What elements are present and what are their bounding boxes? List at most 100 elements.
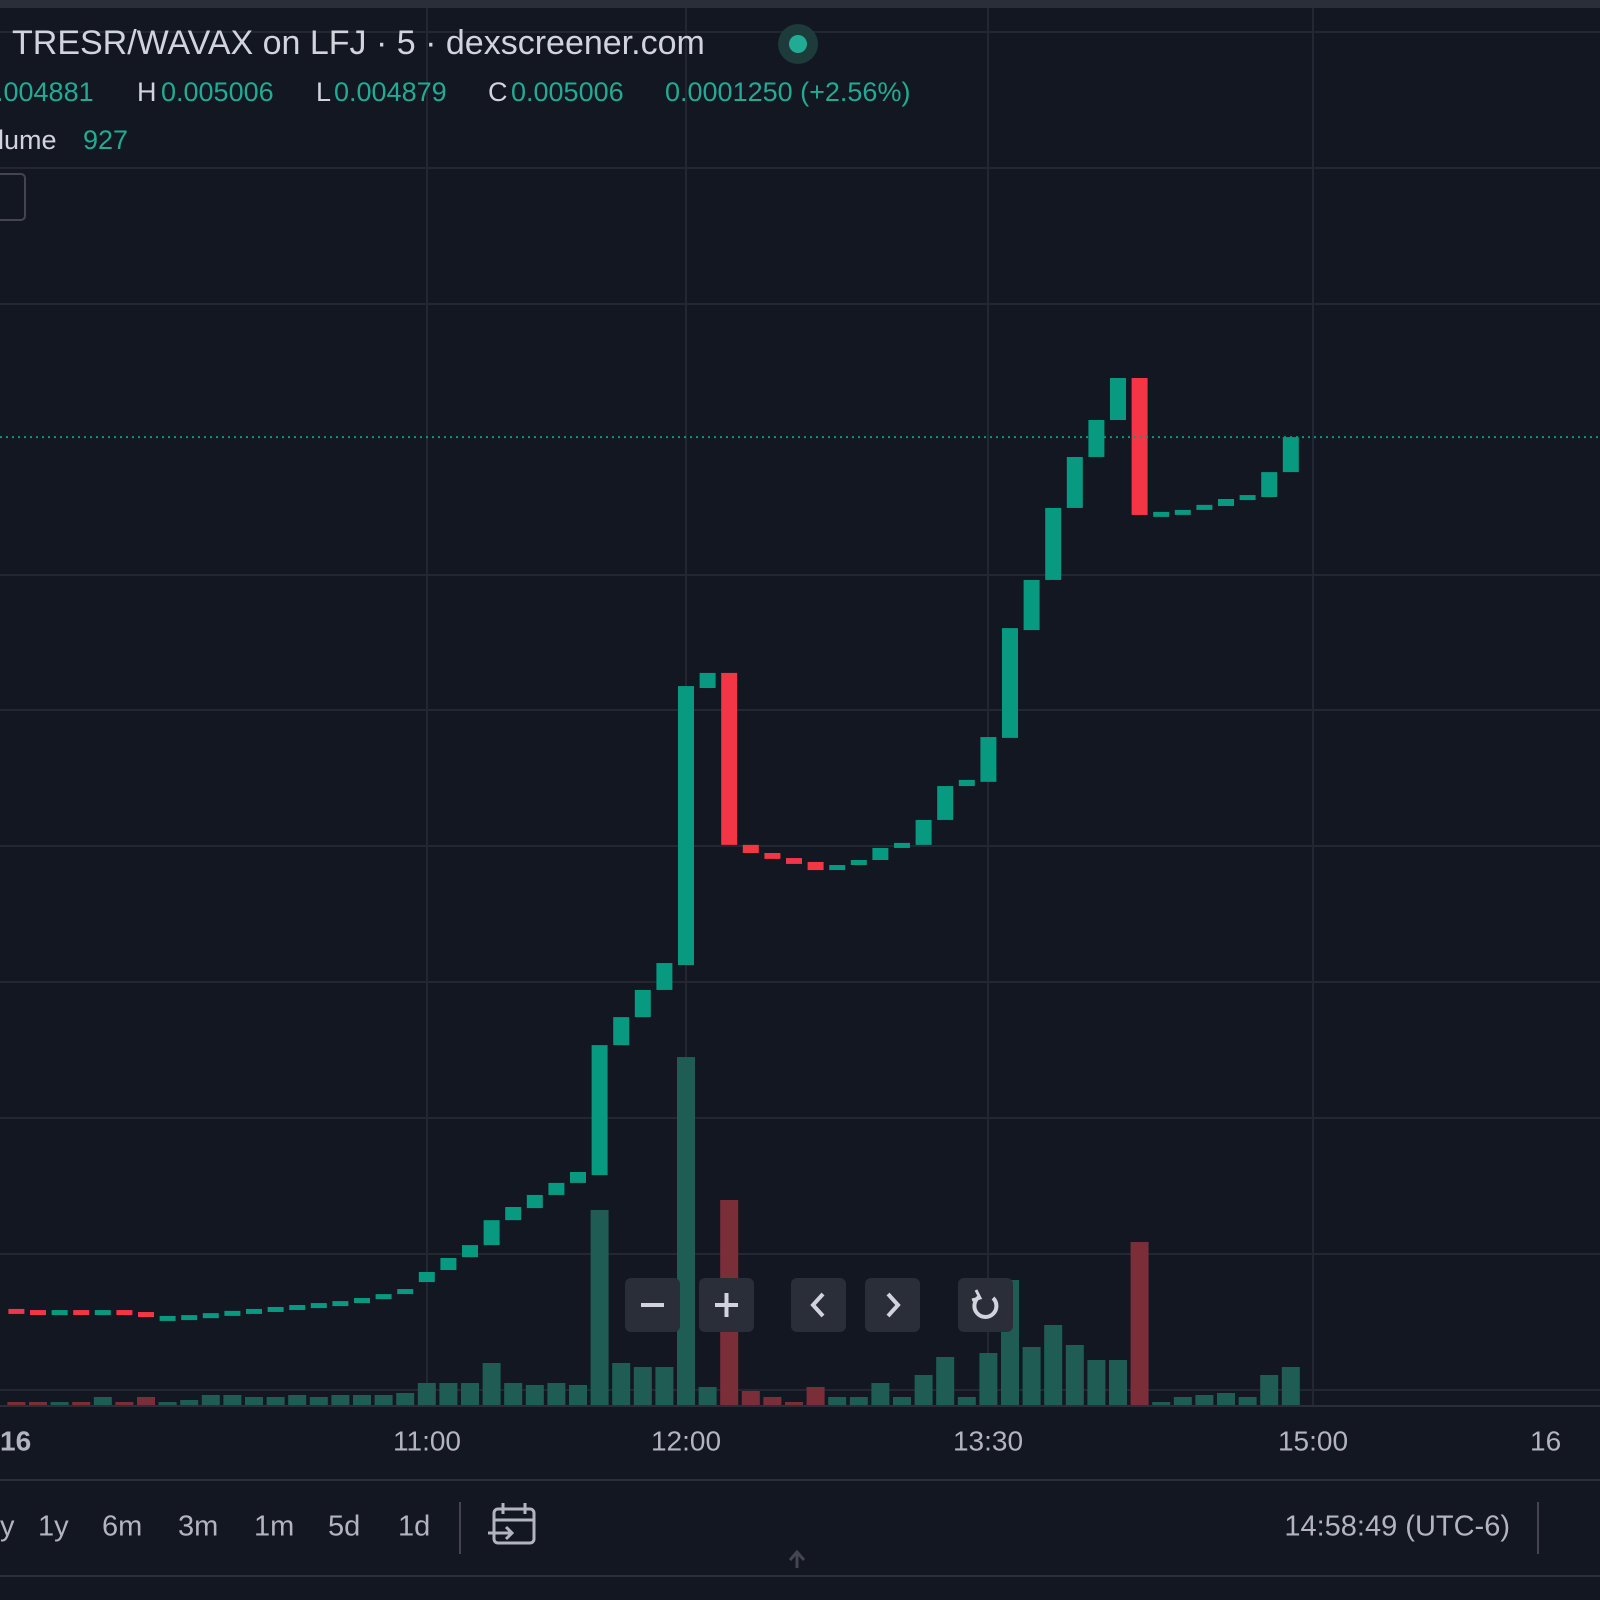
volume-bar xyxy=(849,1397,868,1405)
ohlc-change: 0.0001250 (+2.56%) xyxy=(665,77,910,107)
candle-body xyxy=(1196,504,1213,510)
range-button[interactable]: 5d xyxy=(328,1511,360,1543)
candle-body xyxy=(440,1257,457,1271)
volume-bar xyxy=(806,1387,825,1405)
volume-bar xyxy=(288,1395,307,1405)
volume-bar xyxy=(547,1382,566,1405)
candle-body xyxy=(1066,456,1083,508)
volume-bar xyxy=(309,1397,328,1405)
candle-body xyxy=(699,672,716,689)
expand-handle[interactable] xyxy=(788,1549,806,1568)
candle-body xyxy=(1282,437,1299,473)
volume-bar xyxy=(612,1362,631,1405)
range-button[interactable]: 1y xyxy=(38,1511,69,1543)
reset-arrow xyxy=(971,1289,983,1302)
volume-bar xyxy=(677,1057,695,1405)
right-icon xyxy=(886,1292,901,1318)
volume-bar xyxy=(482,1362,501,1405)
volume-bar xyxy=(1130,1242,1149,1405)
time-label: 11:00 xyxy=(393,1425,461,1456)
candle-body xyxy=(51,1310,68,1316)
ohlc-open: .004881 xyxy=(0,77,94,107)
volume-bar xyxy=(1109,1360,1127,1405)
candle-body xyxy=(224,1310,241,1316)
candle-body xyxy=(138,1312,154,1318)
candle-body xyxy=(613,1017,630,1046)
time-label: 16 xyxy=(0,1425,31,1456)
candle-body xyxy=(634,989,651,1018)
candle-body xyxy=(1218,498,1234,506)
range-button[interactable]: 1m xyxy=(254,1511,294,1543)
range-button[interactable]: y xyxy=(0,1511,15,1543)
volume-bar xyxy=(1065,1345,1084,1405)
candle-body xyxy=(375,1294,392,1300)
volume-bar xyxy=(29,1402,47,1405)
candle-body xyxy=(526,1194,543,1209)
volume-label: lume xyxy=(0,125,57,155)
candle-body xyxy=(8,1308,25,1314)
ohlc-high: 0.005006 xyxy=(161,77,274,107)
volume-bar xyxy=(72,1402,91,1405)
volume-bar xyxy=(590,1210,609,1405)
candle-body xyxy=(548,1182,565,1195)
time-label: 16 xyxy=(1530,1425,1561,1456)
range-button[interactable]: 3m xyxy=(178,1511,218,1543)
volume-bar xyxy=(158,1402,177,1405)
volume-bar xyxy=(180,1400,199,1405)
volume-bar xyxy=(655,1367,674,1405)
candle-body xyxy=(332,1301,349,1307)
candle-body xyxy=(1174,509,1191,515)
candle-body xyxy=(202,1313,219,1319)
candle-body xyxy=(807,861,824,871)
volume-bar xyxy=(223,1395,242,1405)
left-icon xyxy=(810,1292,825,1318)
candle-body xyxy=(937,786,954,820)
volume-bar xyxy=(936,1357,955,1405)
candle-body xyxy=(570,1171,586,1183)
volume-bar xyxy=(331,1395,350,1405)
candle-body xyxy=(764,852,781,859)
collapse-button[interactable] xyxy=(0,173,26,221)
calendar-icon-detail xyxy=(488,1503,534,1541)
candle-body xyxy=(462,1245,478,1258)
bottom-toolbar: y 1y 6m 3m 1m 5d 1d 14:58:49 (UTC-6) xyxy=(0,1511,1510,1543)
candle-body xyxy=(1110,378,1126,421)
volume-bar xyxy=(93,1397,112,1405)
volume-bar xyxy=(50,1402,69,1405)
volume-bar xyxy=(979,1352,998,1405)
volume-bar xyxy=(374,1395,393,1405)
top-strip xyxy=(0,0,1600,8)
volume-bar xyxy=(396,1392,415,1405)
reset-button[interactable] xyxy=(958,1278,1013,1332)
plus-icon xyxy=(715,1293,738,1317)
volume-bar xyxy=(633,1367,652,1405)
volume-bar xyxy=(1195,1395,1214,1405)
volume-layer xyxy=(7,1057,1300,1405)
volume-bar xyxy=(957,1397,976,1405)
candle-body xyxy=(483,1220,500,1246)
candle-body xyxy=(310,1303,327,1309)
volume-bar xyxy=(871,1382,890,1405)
candle-body xyxy=(1045,507,1062,580)
volume-bar xyxy=(245,1397,263,1405)
ohlc-h: H xyxy=(137,77,157,107)
range-button[interactable]: 1d xyxy=(398,1511,430,1543)
candle-body xyxy=(958,779,975,787)
ohlc-l: L xyxy=(316,77,331,107)
candle-body xyxy=(397,1289,414,1295)
volume-bar xyxy=(461,1382,479,1405)
volume-bar xyxy=(914,1375,933,1405)
scroll-left-button[interactable] xyxy=(791,1278,846,1332)
volume-bar xyxy=(893,1397,911,1405)
date-range-button[interactable] xyxy=(488,1503,536,1545)
candle-body xyxy=(246,1308,262,1314)
scroll-right-button[interactable] xyxy=(865,1278,920,1332)
candle-body xyxy=(181,1315,198,1321)
ohlc-low: 0.004879 xyxy=(334,77,447,107)
candle-body xyxy=(418,1271,435,1283)
volume-bar xyxy=(1260,1375,1279,1405)
range-button[interactable]: 6m xyxy=(102,1511,142,1543)
candle-body xyxy=(894,842,910,848)
candle-body xyxy=(267,1306,284,1312)
